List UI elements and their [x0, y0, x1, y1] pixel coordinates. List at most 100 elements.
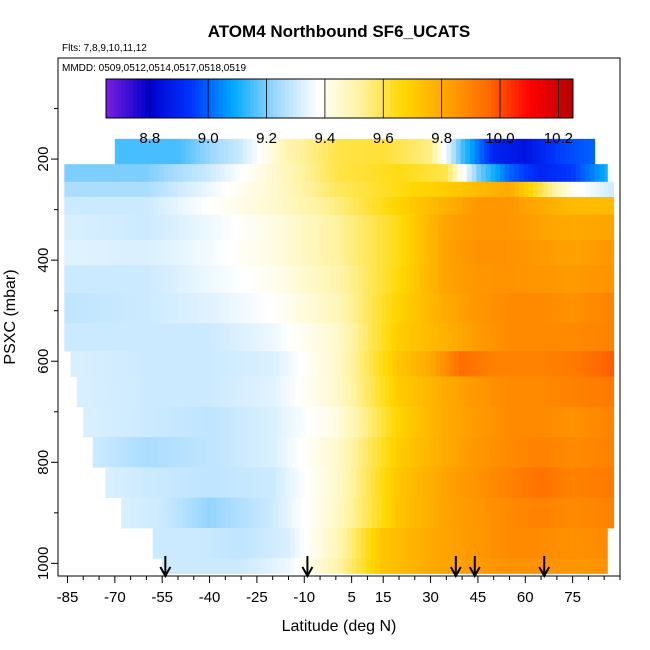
- heatmap-cell: [578, 527, 585, 559]
- heatmap-cell: [102, 293, 108, 324]
- heatmap-cell: [215, 406, 222, 438]
- heatmap-cell: [242, 527, 248, 559]
- heatmap-cell: [561, 406, 567, 438]
- heatmap-cell: [291, 293, 297, 324]
- heatmap-cell: [500, 437, 506, 468]
- colorbar-segment: [401, 79, 407, 118]
- heatmap-cell: [585, 323, 591, 352]
- heatmap-cell: [343, 497, 349, 529]
- heatmap-cell: [305, 406, 311, 438]
- heatmap-cell: [591, 351, 597, 377]
- heatmap-cell: [301, 323, 307, 352]
- heatmap-cell: [215, 214, 222, 241]
- colorbar-segment: [261, 79, 267, 118]
- heatmap-cell: [413, 467, 419, 499]
- heatmap-cell: [427, 527, 433, 559]
- heatmap-cell: [339, 406, 345, 438]
- heatmap-cell: [201, 293, 207, 324]
- heatmap-cell: [438, 265, 444, 294]
- heatmap-cell: [405, 323, 411, 352]
- heatmap-cell: [305, 164, 311, 183]
- heatmap-cell: [192, 239, 198, 266]
- y-tick-label: 400: [35, 248, 52, 273]
- heatmap-cell: [177, 196, 184, 216]
- heatmap-cell: [507, 376, 514, 408]
- colorbar-segment: [211, 79, 216, 118]
- heatmap-cell: [471, 196, 477, 216]
- heatmap-cell: [261, 467, 267, 499]
- heatmap-cell: [362, 293, 368, 324]
- heatmap-cell: [515, 351, 521, 377]
- heatmap-cell: [493, 138, 499, 165]
- heatmap-cell: [102, 214, 108, 241]
- heatmap-cell: [154, 406, 160, 438]
- colorbar-segment: [199, 79, 204, 118]
- colorbar-segment: [125, 79, 130, 118]
- heatmap-cell: [414, 164, 420, 183]
- heatmap-cell: [447, 265, 454, 294]
- heatmap-cell: [182, 406, 188, 438]
- heatmap-cell: [187, 239, 193, 266]
- heatmap-cell: [230, 437, 236, 468]
- heatmap-cell: [234, 406, 240, 438]
- heatmap-cell: [433, 497, 439, 529]
- heatmap-cell: [207, 351, 214, 377]
- heatmap-cell: [585, 164, 591, 183]
- heatmap-cell: [474, 558, 480, 574]
- heatmap-cell: [116, 437, 122, 468]
- heatmap-cell: [133, 376, 139, 408]
- heatmap-cell: [585, 406, 591, 438]
- heatmap-cell: [391, 293, 397, 324]
- heatmap-cell: [400, 214, 406, 241]
- heatmap-cell: [408, 467, 414, 499]
- heatmap-cell: [610, 351, 615, 377]
- heatmap-cell: [525, 351, 531, 377]
- heatmap-cell: [206, 164, 212, 183]
- heatmap-cell: [376, 293, 383, 324]
- heatmap-cell: [173, 214, 179, 241]
- heatmap-cell: [182, 497, 188, 529]
- heatmap-cell: [97, 181, 103, 198]
- heatmap-cell: [424, 214, 430, 241]
- heatmap-cell: [405, 406, 411, 438]
- heatmap-cell: [470, 527, 476, 559]
- heatmap-cell: [140, 497, 146, 529]
- colorbar-segment: [117, 79, 123, 118]
- heatmap-cell: [487, 351, 493, 377]
- heatmap-cell: [177, 164, 184, 183]
- heatmap-cell: [305, 214, 311, 241]
- heatmap-cell: [282, 181, 288, 198]
- heatmap-cell: [320, 164, 326, 183]
- heatmap-cell: [578, 467, 585, 499]
- heatmap-cell: [187, 164, 193, 183]
- heatmap-cell: [481, 323, 487, 352]
- heatmap-cell: [64, 323, 70, 352]
- heatmap-cell: [514, 293, 520, 324]
- heatmap-cell: [234, 214, 240, 241]
- heatmap-cell: [569, 467, 575, 499]
- heatmap-cell: [484, 376, 490, 408]
- heatmap-cell: [545, 467, 551, 499]
- heatmap-cell: [452, 196, 458, 216]
- heatmap-cell: [291, 497, 297, 529]
- heatmap-cell: [608, 265, 615, 294]
- heatmap-row: [64, 181, 615, 198]
- heatmap-cell: [542, 406, 548, 438]
- heatmap-cell: [334, 164, 340, 183]
- heatmap-cell: [522, 558, 528, 574]
- heatmap-cell: [173, 265, 179, 294]
- heatmap-cell: [421, 351, 427, 377]
- heatmap-cell: [230, 239, 236, 266]
- heatmap-cell: [147, 138, 154, 165]
- heatmap-cell: [305, 196, 311, 216]
- heatmap-cell: [69, 323, 75, 352]
- heatmap-cell: [394, 138, 400, 165]
- heatmap-cell: [380, 376, 386, 408]
- heatmap-cell: [258, 497, 264, 529]
- heatmap-cell: [301, 406, 307, 438]
- heatmap-cell: [116, 265, 122, 294]
- heatmap-cell: [476, 406, 482, 438]
- heatmap-cell: [196, 196, 203, 216]
- heatmap-cell: [455, 376, 461, 408]
